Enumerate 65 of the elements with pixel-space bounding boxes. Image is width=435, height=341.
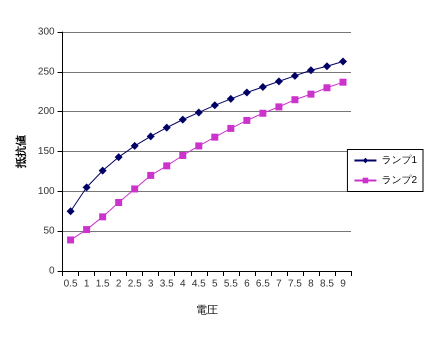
point <box>146 132 155 140</box>
y-tick-label: 50 <box>43 226 56 237</box>
point <box>227 124 234 132</box>
point <box>322 62 331 70</box>
point <box>194 108 203 116</box>
point <box>323 84 330 92</box>
y-tick-label: 150 <box>38 146 56 157</box>
x-tick-label: 4.5 <box>192 278 206 290</box>
x-tick-label: 4 <box>180 278 186 290</box>
x-tick-label: 8 <box>308 278 314 290</box>
x-tick-label: 1 <box>84 278 90 290</box>
point <box>226 94 235 103</box>
point <box>242 88 251 97</box>
point <box>130 142 139 150</box>
x-tick-label: 8.5 <box>320 278 334 290</box>
point <box>211 134 218 141</box>
point <box>210 101 219 110</box>
x-axis-title: 電圧 <box>196 304 218 316</box>
point <box>275 103 282 110</box>
point <box>307 90 314 98</box>
x-tick-label: 5.5 <box>224 278 238 290</box>
x-tick-label: 6.5 <box>256 278 270 290</box>
x-tick-label: 1.5 <box>96 278 110 290</box>
point <box>259 110 266 117</box>
x-tick-label: 2 <box>116 278 122 290</box>
x-tick-label: 7 <box>276 278 282 290</box>
point <box>274 77 283 86</box>
point <box>290 72 299 80</box>
x-tick-label: 5 <box>212 278 218 290</box>
x-tick-label: 3.5 <box>160 278 174 290</box>
point <box>179 152 186 159</box>
point <box>291 96 298 104</box>
x-tick-label: 3 <box>148 278 154 290</box>
point <box>339 78 346 86</box>
point <box>163 162 170 170</box>
point <box>83 226 90 234</box>
legend-label: ランプ2 <box>381 174 418 186</box>
point <box>195 142 202 150</box>
point <box>243 116 250 124</box>
point <box>338 57 347 66</box>
y-axis-title: 抵抗値 <box>14 135 28 169</box>
point <box>66 207 75 216</box>
point <box>258 82 267 91</box>
point <box>67 236 74 244</box>
point <box>131 185 138 192</box>
y-tick-label: 300 <box>38 26 56 38</box>
y-tick-label: 250 <box>38 66 56 78</box>
x-tick-label: 6 <box>244 278 250 290</box>
y-tick-label: 100 <box>38 186 56 197</box>
y-tick-label: 0 <box>49 266 56 276</box>
point <box>147 172 154 179</box>
y-tick-label: 200 <box>38 106 56 118</box>
point <box>162 124 171 132</box>
point <box>306 66 315 74</box>
legend-label: ランプ1 <box>381 154 418 166</box>
x-tick-label: 0.5 <box>64 278 78 290</box>
point <box>178 116 187 124</box>
point <box>99 213 106 220</box>
x-tick-label: 2.5 <box>128 278 142 290</box>
point <box>98 166 107 175</box>
point <box>82 183 91 192</box>
x-tick-label: 9 <box>340 278 346 290</box>
point <box>114 153 123 162</box>
point <box>115 198 122 206</box>
x-tick-label: 7.5 <box>288 278 302 290</box>
